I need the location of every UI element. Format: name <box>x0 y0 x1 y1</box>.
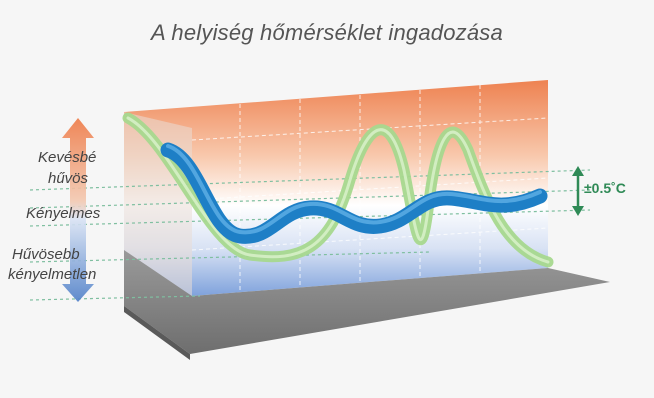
label-less-cool: Kevésbé <box>38 149 97 166</box>
temperature-arrow <box>62 118 94 302</box>
label-comfortable: Kényelmes <box>26 205 101 222</box>
floor <box>124 250 610 354</box>
tolerance-label: ±0.5˚C <box>584 180 626 196</box>
label-less-cool-2: hűvös <box>48 170 89 187</box>
label-uncomfortable: kényelmetlen <box>8 266 97 283</box>
blue-ribbon <box>160 142 548 244</box>
guide-lines <box>29 169 591 301</box>
label-cooler: Hűvösebb <box>12 246 80 263</box>
floor-front <box>124 306 190 360</box>
diagram-title: A helyiség hőmérséklet ingadozása <box>151 20 503 45</box>
tolerance-bracket <box>572 166 584 216</box>
